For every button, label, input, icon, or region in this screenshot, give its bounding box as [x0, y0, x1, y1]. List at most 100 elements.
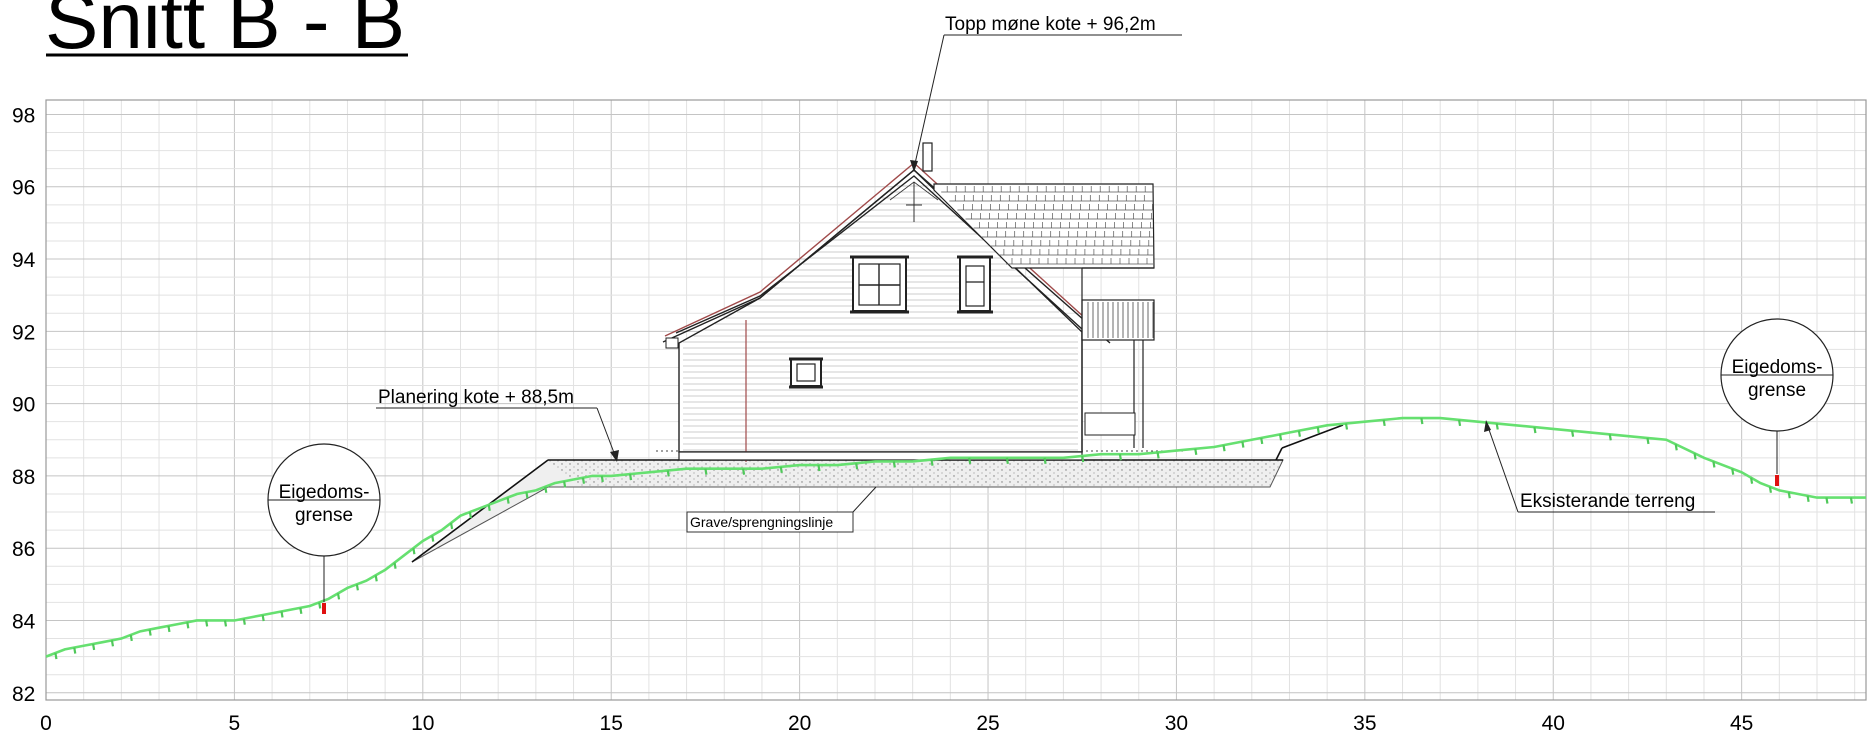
x-tick-label: 5 [229, 712, 241, 735]
terrain-hatch-mark [1749, 477, 1754, 484]
terrain-hatch-mark [167, 625, 171, 633]
boundary-marker-left: Eigedoms- grense [267, 443, 381, 614]
terrain-hatch-mark [779, 466, 783, 474]
terrain-hatch-mark [1344, 423, 1349, 430]
y-axis-ticks: 82 84 86 88 90 92 94 96 98 [12, 104, 36, 705]
terrain-hatch-mark [431, 535, 435, 542]
y-tick-label: 98 [12, 104, 35, 127]
terrain-hatch-mark [1849, 497, 1854, 504]
ridge-annotation: Topp møne kote + 96,2m [910, 14, 1182, 172]
terrain-hatch-mark [1693, 453, 1697, 460]
terrain-hatch-mark [1787, 491, 1791, 499]
terrain-hatch-mark [581, 477, 586, 484]
terrain-hatch-mark [1005, 457, 1009, 465]
terrain-hatch-mark [1571, 430, 1575, 437]
terrain-hatch-mark [1825, 497, 1829, 504]
terrain-hatch-mark [666, 470, 670, 477]
terrain-hatch-mark [73, 647, 77, 654]
y-tick-label: 88 [12, 466, 35, 489]
terrain-hatch-mark [336, 593, 341, 600]
terrain-hatch-mark [1194, 448, 1198, 455]
terrain-hatch-mark [186, 622, 190, 629]
y-tick-label: 86 [12, 538, 35, 561]
terrain-hatch-mark [129, 634, 133, 642]
terrain-hatch-mark [1118, 454, 1122, 461]
x-tick-label: 10 [411, 712, 434, 735]
terrain-hatch-mark [261, 614, 265, 622]
terrain-hatch-mark [742, 468, 746, 475]
existing-terrain-line [45, 416, 1866, 660]
boundary-left-label-2: grense [295, 505, 353, 526]
terrain-hatch-mark [1241, 441, 1245, 448]
excavation-annotation: Grave/sprengningslinje [686, 486, 877, 533]
terrain-hatch-mark [223, 620, 228, 627]
terrain-hatch-mark [355, 584, 359, 591]
terrain-hatch-mark [1608, 434, 1612, 441]
terrain-hatch-mark [563, 481, 567, 488]
terrain-hatch-mark [1297, 430, 1301, 437]
terrain-hatch-mark [1420, 417, 1424, 425]
terrain-hatch-mark [1768, 486, 1772, 493]
x-tick-label: 25 [976, 712, 999, 735]
house-elevation [656, 142, 1185, 462]
terrain-hatch-mark [1316, 426, 1320, 434]
x-tick-label: 0 [40, 712, 52, 735]
terrain-hatch-mark [1222, 444, 1226, 452]
terrain-hatch-mark [628, 473, 633, 481]
terrain-hatch-mark [1382, 419, 1386, 427]
x-axis-ticks: 0 5 10 15 20 25 30 35 40 45 [40, 712, 1753, 735]
x-tick-label: 30 [1165, 712, 1188, 735]
leveling-label: Planering kote + 88,5m [378, 387, 574, 408]
window-small [789, 357, 823, 389]
terrain-hatch-mark [412, 548, 416, 555]
boundary-right-label-1: Eigedoms- [1732, 357, 1823, 378]
terrain-hatch-mark [1806, 495, 1810, 502]
terrain-hatch-mark [1043, 457, 1047, 465]
x-tick-label: 45 [1730, 712, 1753, 735]
terrain-hatch-mark [704, 468, 708, 475]
terrain-hatch-mark [1156, 452, 1160, 459]
y-tick-label: 90 [12, 394, 35, 417]
x-tick-label: 40 [1542, 712, 1565, 735]
y-tick-label: 82 [12, 683, 35, 706]
terrain-hatch-mark [1457, 419, 1462, 427]
terrain-annotation: Eksisterande terreng [1484, 420, 1715, 513]
y-tick-label: 84 [12, 610, 36, 633]
terrain-hatch-mark [1495, 423, 1499, 430]
terrain-hatch-mark [318, 602, 322, 609]
terrain-hatch-mark [892, 461, 896, 468]
excavation-label: Grave/sprengningslinje [690, 514, 833, 530]
window-narrow [957, 255, 993, 314]
terrain-hatch-mark [506, 497, 510, 504]
terrain-hatch-mark [855, 463, 859, 470]
boundary-left-label-1: Eigedoms- [279, 482, 370, 503]
terrain-label: Eksisterande terreng [1520, 491, 1695, 512]
terrain-hatch-mark [968, 457, 972, 465]
terrain-hatch-mark [1081, 455, 1085, 463]
terrain-hatch-mark [148, 629, 152, 636]
terrain-hatch-mark [1674, 444, 1678, 451]
terrain-series-line [45, 416, 1866, 658]
y-tick-label: 94 [12, 249, 36, 272]
balcony [1081, 267, 1155, 450]
terrain-hatch-mark [1712, 461, 1716, 468]
window-large [850, 255, 909, 314]
terrain-hatch-mark [525, 491, 529, 499]
terrain-hatch-mark [205, 620, 209, 627]
x-tick-label: 15 [600, 712, 623, 735]
terrain-hatch-mark [92, 643, 96, 651]
y-tick-label: 92 [12, 321, 35, 344]
boundary-right-label-2: grense [1748, 380, 1806, 401]
terrain-hatch-mark [1646, 437, 1650, 445]
terrain-hatch-mark [1260, 437, 1264, 445]
terrain-hatch-mark [242, 618, 246, 625]
terrain-hatch-mark [487, 504, 491, 512]
terrain-hatch-mark [110, 640, 115, 647]
terrain-hatch-mark [468, 511, 472, 519]
leveling-annotation: Planering kote + 88,5m [376, 387, 619, 462]
terrain-hatch-mark [1731, 468, 1735, 475]
terrain-hatch-mark [930, 459, 934, 466]
terrain-hatch-mark [449, 522, 454, 530]
plot-frame [45, 99, 1867, 701]
